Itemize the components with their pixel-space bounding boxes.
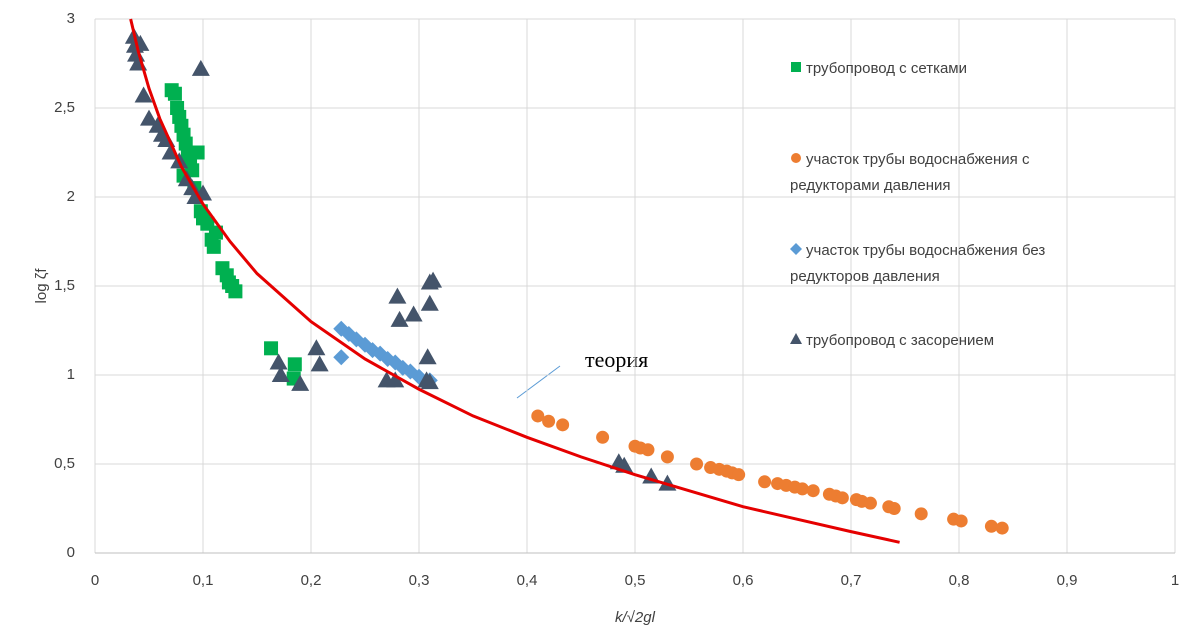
annotation-line (516, 365, 561, 399)
y-tick-label: 0 (67, 544, 75, 561)
point (914, 507, 928, 521)
x-tick-label: 0,6 (733, 572, 754, 589)
point (388, 287, 407, 304)
theory-curve (129, 18, 900, 544)
point (307, 339, 326, 356)
y-tick-label: 2 (67, 188, 75, 205)
point (732, 468, 746, 482)
legend-entry: трубопровод с сетками (790, 56, 1120, 82)
y-tick-label: 2,5 (54, 99, 75, 116)
point (206, 239, 221, 254)
legend-label: участок трубы водоснабжения без редуктор… (790, 242, 1046, 285)
x-axis-label: k/√2gl (615, 609, 656, 626)
point (758, 475, 772, 489)
point (333, 349, 350, 366)
x-tick-label: 0,4 (517, 572, 538, 589)
point (190, 145, 205, 160)
point (390, 310, 409, 327)
y-tick-label: 3 (67, 10, 75, 27)
point (228, 284, 243, 299)
point (420, 294, 439, 311)
point (287, 357, 302, 372)
x-tick-label: 1 (1171, 572, 1179, 589)
legend-marker (791, 153, 801, 163)
point (134, 86, 153, 103)
x-tick-label: 0,1 (193, 572, 214, 589)
point (420, 373, 439, 390)
point (806, 484, 820, 498)
x-tick-label: 0,2 (301, 572, 322, 589)
y-tick-label: 1 (67, 366, 75, 383)
point (795, 482, 809, 496)
legend-label: трубопровод с сетками (806, 60, 967, 77)
point (835, 491, 849, 505)
point (167, 86, 182, 101)
point (660, 450, 674, 464)
point (995, 521, 1009, 535)
point (310, 355, 329, 372)
point (424, 271, 443, 288)
legend-entry: участок трубы водоснабжения без редуктор… (790, 238, 1120, 290)
y-tick-label: 1,5 (54, 277, 75, 294)
point (269, 353, 288, 370)
point (984, 519, 998, 533)
x-tick-label: 0,9 (1057, 572, 1078, 589)
point (418, 348, 437, 365)
point (531, 409, 545, 423)
point (271, 366, 290, 382)
legend-marker (791, 62, 801, 72)
x-tick-label: 0,8 (949, 572, 970, 589)
point (404, 305, 423, 322)
point (386, 371, 405, 388)
x-tick-label: 0 (91, 572, 99, 589)
point (690, 457, 704, 471)
point (140, 109, 158, 126)
point (264, 341, 279, 356)
point (191, 59, 210, 76)
point (291, 374, 310, 391)
x-tick-label: 0,3 (409, 572, 430, 589)
point (954, 514, 968, 528)
legend-marker (790, 243, 802, 255)
legend-label: участок трубы водоснабжения с редукторам… (790, 151, 1030, 194)
point (542, 414, 556, 428)
annotation: теория (585, 347, 648, 372)
point (641, 443, 655, 457)
point (887, 502, 901, 515)
legend-marker (790, 333, 802, 344)
point (596, 430, 610, 444)
legend-entry: трубопровод с засорением (790, 328, 1120, 354)
point (863, 496, 877, 510)
x-tick-label: 0,5 (625, 572, 646, 589)
x-tick-label: 0,7 (841, 572, 862, 589)
legend-label: трубопровод с засорением (806, 332, 995, 349)
y-axis-label: log ζf (33, 268, 50, 304)
y-tick-label: 0,5 (54, 455, 75, 472)
point (556, 418, 570, 432)
legend-entry: участок трубы водоснабжения с редукторам… (790, 147, 1120, 199)
